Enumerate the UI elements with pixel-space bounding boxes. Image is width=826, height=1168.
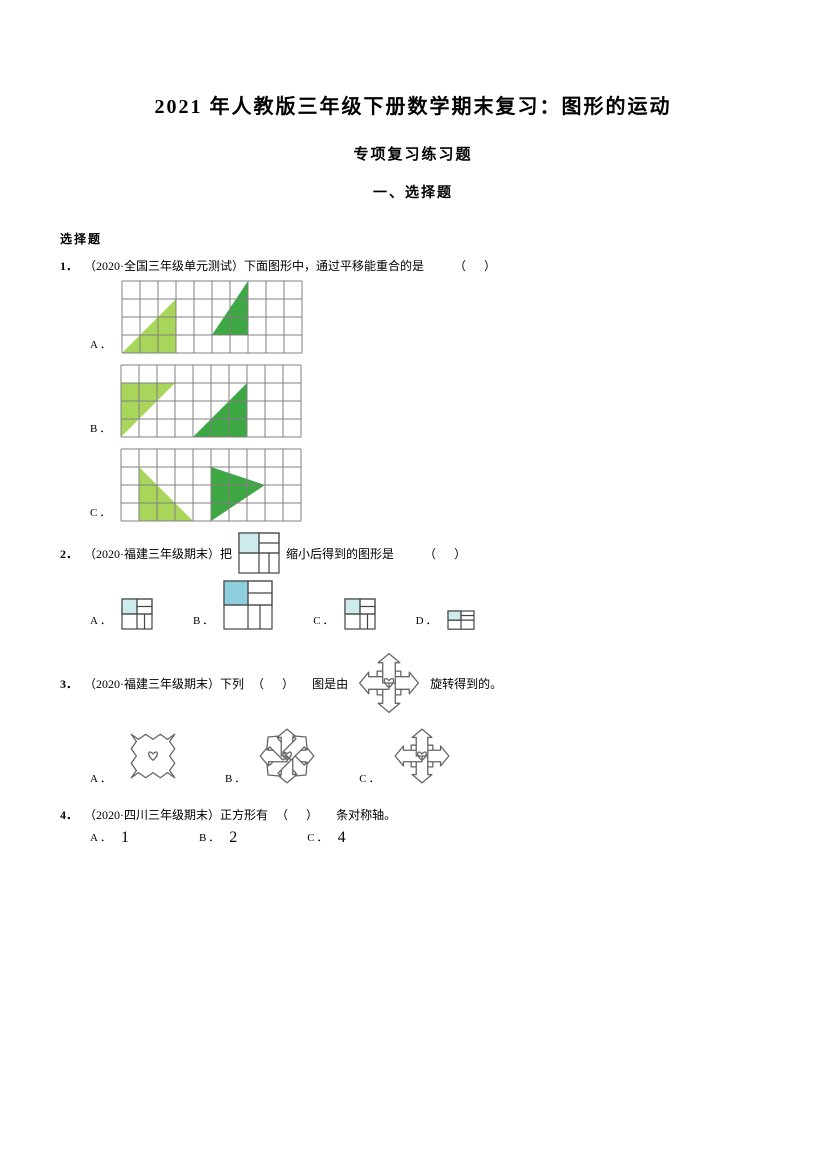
q2-options: A． B． C． D． (90, 580, 766, 638)
q3-number: 3． (60, 675, 78, 692)
q2-opt-c-fig (344, 598, 376, 630)
q1-number: 1． (60, 257, 78, 274)
q4-paren: （） (276, 806, 336, 823)
q4-opt-b-val: 2 (229, 829, 237, 847)
q1-opt-c-label: C． (90, 504, 112, 522)
q3-text-c: 旋转得到的。 (430, 675, 502, 692)
q1-grid-b (120, 364, 302, 438)
q3-text-b: 图是由 (312, 675, 348, 692)
section-heading: 一、选择题 (60, 182, 766, 202)
q4-year: （2020 (84, 806, 120, 823)
q4-number: 4． (60, 806, 78, 823)
q3-opt-c-label: C． (359, 770, 381, 788)
q3-opt-b-label: B． (225, 770, 247, 788)
q3-opt-c-fig (390, 724, 454, 788)
q4-opt-c-val: 4 (338, 829, 346, 847)
q2-ref-figure (238, 532, 280, 574)
question-4: 4． （2020 ·四川三年级期末）正方形有 （） 条对称轴。 (60, 806, 766, 823)
q4-opt-a-label: A． (90, 829, 113, 847)
page-title: 2021 年人教版三年级下册数学期末复习：图形的运动 (60, 90, 766, 119)
q2-opt-a-fig (121, 598, 153, 630)
q2-opt-d-label: D． (416, 612, 439, 630)
q1-paren: （） (454, 257, 514, 274)
q2-opt-b-fig (223, 580, 273, 630)
q1-text: ·全国三年级单元测试）下面图形中，通过平移能重合的是 (120, 257, 424, 274)
q3-text-a: ·福建三年级期末）下列 (120, 675, 244, 692)
q1-option-c-row: C． (90, 448, 766, 522)
q1-option-b-row: B． (90, 364, 766, 438)
q4-opt-a-val: 1 (121, 829, 129, 847)
question-1: 1． （2020 ·全国三年级单元测试）下面图形中，通过平移能重合的是 （） (60, 257, 766, 274)
page-subtitle: 专项复习练习题 (60, 143, 766, 164)
q1-option-a-row: A． (90, 280, 766, 354)
q2-opt-d-fig (447, 610, 475, 630)
q1-year: （2020 (84, 257, 120, 274)
q2-opt-a-label: A． (90, 612, 113, 630)
q2-text-a: ·福建三年级期末）把 (120, 545, 232, 562)
q3-options: A． B． C． (90, 724, 766, 796)
question-2: 2． （2020 ·福建三年级期末）把 缩小后得到的图形是 （） (60, 532, 766, 574)
section-label: 选择题 (60, 230, 766, 247)
q2-paren: （） (424, 545, 484, 562)
q4-options: A． 1 B． 2 C． 4 (90, 829, 766, 855)
q3-ref-figure (354, 648, 424, 718)
q3-paren: （） (252, 675, 312, 692)
q1-opt-b-label: B． (90, 420, 112, 438)
q3-year: （2020 (84, 675, 120, 692)
q4-text: ·四川三年级期末）正方形有 (120, 806, 268, 823)
q2-number: 2． (60, 545, 78, 562)
q1-grid-a (121, 280, 303, 354)
q3-opt-a-label: A． (90, 770, 113, 788)
q3-opt-b-fig (255, 724, 319, 788)
question-3: 3． （2020 ·福建三年级期末）下列 （） 图是由 旋转得到的。 (60, 648, 766, 718)
q4-opt-c-label: C． (307, 829, 329, 847)
q4-text-b: 条对称轴。 (336, 806, 396, 823)
q2-opt-b-label: B． (193, 612, 215, 630)
q4-opt-b-label: B． (199, 829, 221, 847)
q1-opt-a-label: A． (90, 336, 113, 354)
q2-opt-c-label: C． (313, 612, 335, 630)
q1-grid-c (120, 448, 302, 522)
q2-text-b: 缩小后得到的图形是 (286, 545, 394, 562)
q3-opt-a-fig (121, 724, 185, 788)
q2-year: （2020 (84, 545, 120, 562)
